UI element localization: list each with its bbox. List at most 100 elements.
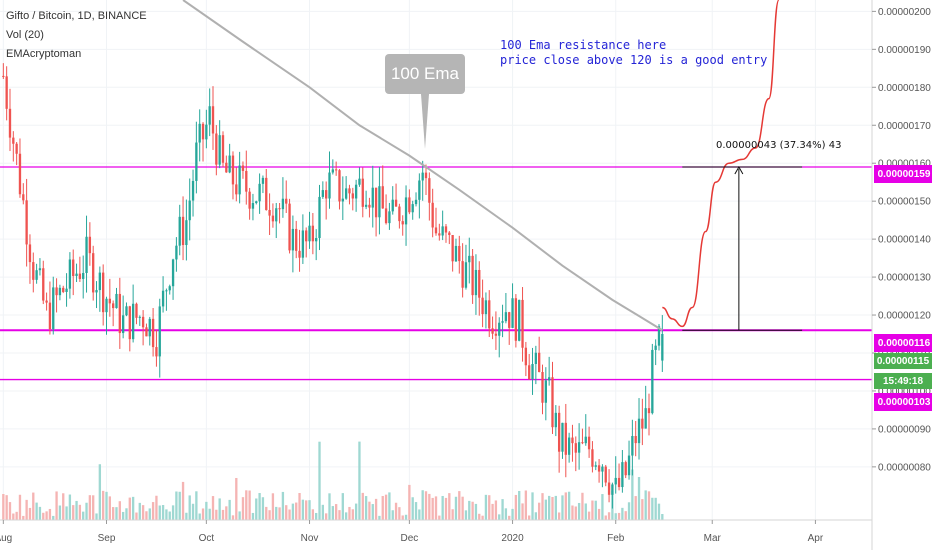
- candle-body: [151, 318, 155, 348]
- volume-bar: [195, 491, 198, 520]
- candle-body: [541, 372, 544, 403]
- price-tick-label: 0.00000090: [878, 424, 931, 435]
- ema-100-line: [182, 0, 663, 332]
- volume-bar: [577, 502, 581, 520]
- candle-body: [657, 326, 661, 346]
- volume-bar: [158, 505, 161, 520]
- candle-body: [155, 347, 158, 357]
- volume-bar: [587, 511, 591, 520]
- volume-bar: [245, 490, 248, 520]
- volume-bar: [547, 495, 551, 520]
- volume-bar: [145, 511, 148, 520]
- volume-bar: [384, 494, 388, 520]
- candle-body: [661, 334, 664, 361]
- time-tick-label: Sep: [98, 533, 116, 544]
- candle-body: [551, 377, 554, 428]
- volume-bar: [48, 508, 52, 520]
- candle-body: [374, 187, 378, 218]
- candle-body: [428, 178, 431, 203]
- candle-body: [577, 442, 581, 453]
- candle-body: [371, 187, 374, 208]
- candle-body: [444, 226, 448, 233]
- candle-body: [38, 268, 42, 271]
- volume-bar: [102, 490, 105, 520]
- candle-body: [291, 228, 295, 251]
- volume-bar: [538, 502, 541, 520]
- time-tick-label: Nov: [301, 533, 319, 544]
- volume-bar: [65, 506, 68, 520]
- volume-bar: [285, 505, 288, 520]
- volume-bar: [341, 493, 344, 520]
- volume-bar: [441, 495, 444, 520]
- volume-bar: [201, 508, 205, 520]
- candle-body: [305, 230, 308, 242]
- price-label-mid: 0.00000116: [874, 334, 932, 352]
- volume-bar: [334, 504, 338, 520]
- candle-body: [145, 327, 148, 337]
- candle-body: [48, 302, 52, 330]
- volume-bar: [125, 508, 128, 520]
- volume-bar: [414, 502, 418, 520]
- candle-body: [504, 312, 508, 322]
- price-tick-label: 0.00000170: [878, 121, 931, 132]
- volume-bar: [408, 484, 411, 520]
- volume-bar: [98, 464, 102, 520]
- candle-body: [644, 408, 647, 429]
- candle-body: [434, 227, 438, 234]
- candle-body: [607, 482, 611, 495]
- volume-bar: [241, 497, 245, 520]
- candle-body: [72, 259, 75, 277]
- volume-bar: [181, 481, 185, 520]
- candle-body: [165, 290, 168, 292]
- volume-bar: [298, 493, 301, 520]
- volume-bar: [468, 500, 471, 520]
- price-tick-label: 0.00000160: [878, 159, 931, 170]
- candle-body: [42, 268, 45, 301]
- volume-bar: [391, 510, 394, 520]
- candle-body: [268, 209, 271, 216]
- candle-body: [171, 259, 175, 287]
- price-tick-label: 0.00000150: [878, 197, 931, 208]
- volume-bar: [281, 491, 285, 520]
- volume-bar: [238, 511, 241, 520]
- candle-body: [58, 287, 62, 296]
- candle-body: [461, 261, 464, 288]
- volume-bar: [82, 511, 85, 520]
- candle-body: [88, 236, 92, 254]
- volume-bar: [85, 502, 88, 520]
- volume-bar: [567, 491, 571, 520]
- candle-body: [411, 204, 414, 213]
- candle-body: [364, 204, 368, 207]
- volume-bar: [168, 511, 171, 520]
- volume-bar: [35, 502, 38, 520]
- volume-bar: [594, 500, 597, 520]
- volume-bar: [111, 507, 115, 520]
- volume-bar: [308, 500, 311, 520]
- candle-body: [275, 208, 278, 222]
- price-tick-label: 0.00000180: [878, 83, 931, 94]
- ema-callout: 100 Ema: [385, 54, 465, 94]
- volume-bar: [351, 509, 354, 520]
- volume-bar: [364, 496, 368, 520]
- candle-body: [288, 203, 291, 251]
- candle-body: [654, 345, 657, 350]
- volume-bar: [398, 507, 401, 520]
- candle-body: [65, 288, 68, 292]
- volume-bar: [501, 499, 504, 520]
- candle-body: [22, 194, 25, 201]
- candle-body: [161, 290, 165, 307]
- volume-bar: [544, 499, 547, 520]
- candle-body: [331, 169, 334, 173]
- candle-body: [451, 235, 454, 262]
- candle-body: [315, 238, 318, 242]
- volume-bar: [631, 469, 634, 520]
- candle-body: [464, 262, 468, 288]
- candle-body: [52, 287, 55, 330]
- volume-bar: [28, 507, 32, 520]
- volume-bar: [295, 502, 298, 520]
- candle-body: [587, 436, 591, 450]
- candle-body: [338, 170, 341, 202]
- volume-bar: [464, 510, 468, 520]
- candle-body: [334, 169, 338, 171]
